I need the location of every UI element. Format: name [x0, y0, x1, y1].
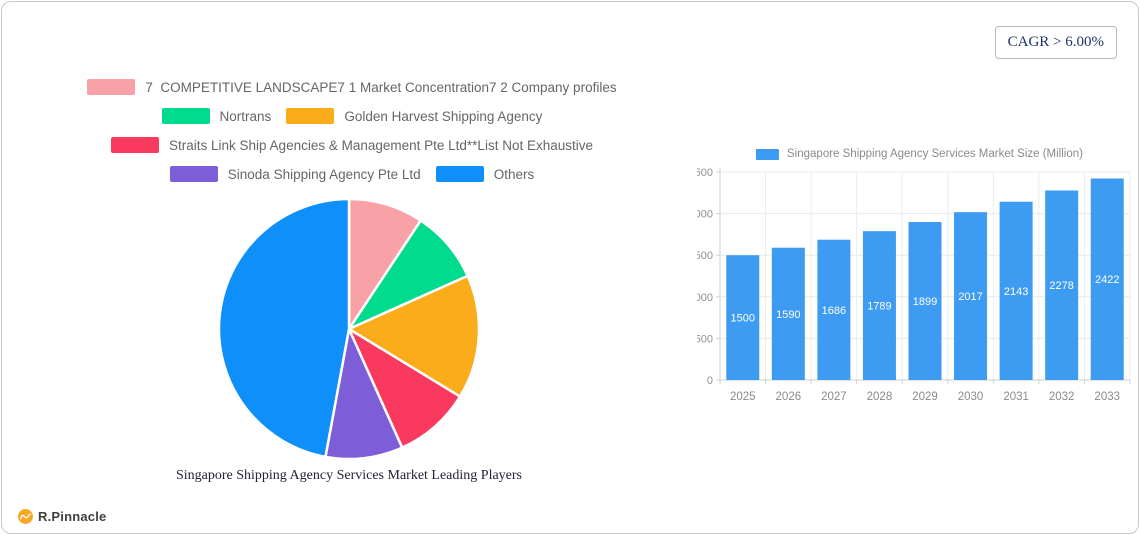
cagr-badge: CAGR > 6.00%	[994, 26, 1117, 59]
legend-row: 7 COMPETITIVE LANDSCAPE7 1 Market Concen…	[2, 79, 702, 95]
x-axis-category-label: 2032	[1049, 391, 1075, 403]
legend-item-nortrans[interactable]: Nortrans	[161, 108, 272, 124]
bar-2030[interactable]	[954, 212, 988, 380]
x-axis-category-label: 2028	[867, 391, 893, 403]
pie-chart-title: Singapore Shipping Agency Services Marke…	[175, 468, 523, 483]
legend-item-golden-harvest[interactable]: Golden Harvest Shipping Agency	[286, 108, 542, 124]
bar-value-label: 2143	[1004, 286, 1028, 298]
legend-swatch-icon	[169, 166, 218, 182]
legend-swatch-icon	[286, 108, 335, 124]
x-axis-category-label: 2026	[776, 391, 802, 403]
x-axis-category-label: 2027	[821, 391, 847, 403]
legend-item-label: 7 COMPETITIVE LANDSCAPE7 1 Market Concen…	[145, 79, 617, 95]
legend-item-label: Sinoda Shipping Agency Pte Ltd	[227, 166, 421, 182]
wave-icon	[20, 513, 31, 520]
x-axis-category-label: 2029	[912, 391, 938, 403]
bar-chart-legend[interactable]: Singapore Shipping Agency Services Marke…	[697, 148, 1138, 160]
bar-2028[interactable]	[862, 231, 896, 380]
bar-2031[interactable]	[999, 201, 1033, 380]
legend-swatch-icon	[111, 137, 159, 153]
x-axis-category-label: 2031	[1003, 391, 1029, 403]
pie-slice-4[interactable]	[324, 327, 404, 461]
legend-swatch-icon	[87, 79, 136, 95]
legend-item-competitive-landscape[interactable]: 7 COMPETITIVE LANDSCAPE7 1 Market Concen…	[87, 79, 617, 95]
bar-value-label: 1686	[822, 305, 846, 317]
legend-item-others[interactable]: Others	[435, 166, 535, 182]
y-axis-tick-label: 2500	[697, 167, 713, 179]
bar-value-label: 1789	[867, 301, 891, 313]
y-axis-tick-label: 2000	[697, 209, 713, 221]
pie-slice-3[interactable]	[347, 327, 462, 449]
legend-item-sinoda[interactable]: Sinoda Shipping Agency Pte Ltd	[169, 166, 421, 182]
legend-item-straits-link[interactable]: Straits Link Ship Agencies & Management …	[111, 137, 593, 153]
brand-logo-icon	[18, 509, 33, 524]
bar-value-label: 1899	[913, 296, 937, 308]
x-axis-category-label: 2030	[958, 391, 984, 403]
bar-value-label: 1500	[731, 313, 755, 325]
bar-2027[interactable]	[817, 239, 851, 380]
bar-legend-label: Singapore Shipping Agency Services Marke…	[787, 148, 1083, 160]
brand-logo-text: R.Pinnacle	[38, 509, 107, 524]
pie-slice-2[interactable]	[347, 274, 481, 398]
bar-chart: 0 500 1000 1500 2000 2500 1500 2025 1590 2026 1686…	[697, 167, 1131, 403]
bar-value-label: 2017	[958, 291, 982, 303]
legend-item-label: Others	[493, 166, 535, 182]
y-axis-tick-label: 500	[697, 333, 713, 345]
x-axis-category-label: 2025	[730, 391, 756, 403]
x-axis-category-label: 2033	[1094, 391, 1120, 403]
legend-item-label: Straits Link Ship Agencies & Management …	[169, 137, 593, 153]
bar-2029[interactable]	[908, 222, 942, 380]
bar-2032[interactable]	[1045, 190, 1079, 380]
bar-value-label: 2278	[1049, 280, 1073, 292]
legend-row: Nortrans Golden Harvest Shipping Agency	[2, 108, 702, 124]
y-axis-tick-label: 0	[707, 375, 713, 387]
legend-row: Straits Link Ship Agencies & Management …	[2, 137, 702, 153]
pie-slice-5[interactable]	[217, 197, 351, 459]
legend-row: Sinoda Shipping Agency Pte Ltd Others	[2, 166, 702, 182]
legend-swatch-icon	[161, 108, 210, 124]
bar-legend-swatch-icon	[756, 148, 780, 160]
bar-2026[interactable]	[771, 247, 805, 380]
y-axis-tick-label: 1500	[697, 250, 713, 262]
brand-logo: R.Pinnacle	[18, 509, 106, 524]
bar-value-label: 2422	[1095, 274, 1119, 286]
legend-item-label: Nortrans	[219, 108, 272, 124]
legend-item-label: Golden Harvest Shipping Agency	[344, 108, 543, 124]
bar-2033[interactable]	[1090, 178, 1124, 380]
y-axis-tick-label: 1000	[697, 292, 713, 304]
bar-value-label: 1590	[776, 309, 800, 321]
legend-swatch-icon	[435, 166, 484, 182]
pie-legend: 7 COMPETITIVE LANDSCAPE7 1 Market Concen…	[2, 79, 702, 182]
pie-chart	[217, 197, 481, 461]
bar-2025[interactable]	[726, 255, 760, 380]
